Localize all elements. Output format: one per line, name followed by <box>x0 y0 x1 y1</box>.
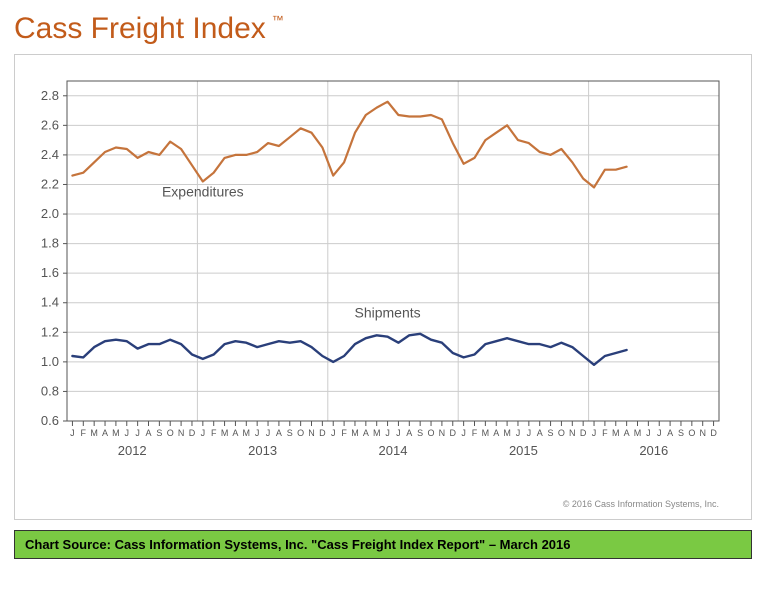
svg-text:A: A <box>363 428 369 438</box>
svg-text:F: F <box>472 428 478 438</box>
svg-text:2016: 2016 <box>639 443 668 458</box>
svg-text:1.2: 1.2 <box>41 324 59 339</box>
svg-text:N: N <box>699 428 706 438</box>
svg-text:A: A <box>624 428 630 438</box>
svg-text:2.6: 2.6 <box>41 117 59 132</box>
svg-text:M: M <box>221 428 229 438</box>
svg-text:N: N <box>308 428 315 438</box>
svg-text:J: J <box>592 428 597 438</box>
svg-text:S: S <box>287 428 293 438</box>
svg-text:2014: 2014 <box>379 443 408 458</box>
svg-text:N: N <box>178 428 185 438</box>
svg-text:1.6: 1.6 <box>41 265 59 280</box>
svg-text:© 2016 Cass Information System: © 2016 Cass Information Systems, Inc. <box>563 499 719 509</box>
svg-text:0.8: 0.8 <box>41 383 59 398</box>
svg-text:A: A <box>232 428 238 438</box>
svg-text:M: M <box>243 428 251 438</box>
svg-text:S: S <box>548 428 554 438</box>
svg-text:M: M <box>90 428 98 438</box>
svg-text:0.6: 0.6 <box>41 413 59 428</box>
svg-text:O: O <box>167 428 174 438</box>
line-chart: 0.60.81.01.21.41.61.82.02.22.42.62.8JFMA… <box>19 71 731 511</box>
svg-text:S: S <box>417 428 423 438</box>
svg-text:J: J <box>385 428 390 438</box>
svg-text:S: S <box>678 428 684 438</box>
svg-text:2.2: 2.2 <box>41 176 59 191</box>
source-text: Chart Source: Cass Information Systems, … <box>25 537 571 552</box>
svg-text:D: D <box>189 428 196 438</box>
svg-text:A: A <box>493 428 499 438</box>
svg-text:2012: 2012 <box>118 443 147 458</box>
chart-frame: 0.60.81.01.21.41.61.82.02.22.42.62.8JFMA… <box>14 54 752 520</box>
svg-text:D: D <box>319 428 326 438</box>
svg-text:A: A <box>406 428 412 438</box>
svg-text:M: M <box>373 428 381 438</box>
svg-text:A: A <box>102 428 108 438</box>
svg-text:1.8: 1.8 <box>41 236 59 251</box>
trademark-symbol: ™ <box>272 13 284 27</box>
svg-text:Expenditures: Expenditures <box>162 183 244 199</box>
svg-text:M: M <box>634 428 642 438</box>
svg-text:2015: 2015 <box>509 443 538 458</box>
svg-text:2.8: 2.8 <box>41 88 59 103</box>
svg-text:J: J <box>657 428 662 438</box>
svg-text:M: M <box>351 428 359 438</box>
svg-text:A: A <box>667 428 673 438</box>
svg-text:M: M <box>612 428 620 438</box>
svg-text:F: F <box>602 428 608 438</box>
svg-text:D: D <box>580 428 587 438</box>
svg-text:J: J <box>527 428 532 438</box>
svg-text:J: J <box>255 428 260 438</box>
svg-text:J: J <box>331 428 336 438</box>
svg-text:O: O <box>297 428 304 438</box>
chart-title: Cass Freight Index <box>14 12 266 46</box>
svg-text:J: J <box>201 428 206 438</box>
svg-text:S: S <box>156 428 162 438</box>
svg-text:N: N <box>569 428 576 438</box>
svg-text:2.4: 2.4 <box>41 147 59 162</box>
svg-text:2013: 2013 <box>248 443 277 458</box>
svg-text:A: A <box>145 428 151 438</box>
svg-text:2.0: 2.0 <box>41 206 59 221</box>
svg-text:A: A <box>276 428 282 438</box>
source-bar: Chart Source: Cass Information Systems, … <box>14 530 752 559</box>
svg-text:J: J <box>125 428 129 438</box>
svg-text:O: O <box>428 428 435 438</box>
svg-text:M: M <box>112 428 120 438</box>
svg-text:O: O <box>688 428 695 438</box>
svg-text:D: D <box>450 428 457 438</box>
svg-text:J: J <box>70 428 75 438</box>
svg-text:J: J <box>646 428 651 438</box>
svg-text:1.4: 1.4 <box>41 295 59 310</box>
svg-text:D: D <box>710 428 717 438</box>
svg-text:A: A <box>537 428 543 438</box>
svg-text:M: M <box>482 428 490 438</box>
svg-text:F: F <box>81 428 87 438</box>
svg-text:J: J <box>266 428 271 438</box>
svg-text:1.0: 1.0 <box>41 354 59 369</box>
svg-text:N: N <box>439 428 446 438</box>
chart-area: 0.60.81.01.21.41.61.82.02.22.42.62.8JFMA… <box>19 71 739 511</box>
svg-text:Shipments: Shipments <box>354 305 420 321</box>
svg-text:J: J <box>135 428 140 438</box>
svg-text:F: F <box>341 428 347 438</box>
svg-text:F: F <box>211 428 217 438</box>
svg-text:J: J <box>461 428 466 438</box>
svg-text:J: J <box>516 428 521 438</box>
svg-text:M: M <box>503 428 511 438</box>
svg-text:O: O <box>558 428 565 438</box>
svg-text:J: J <box>396 428 401 438</box>
